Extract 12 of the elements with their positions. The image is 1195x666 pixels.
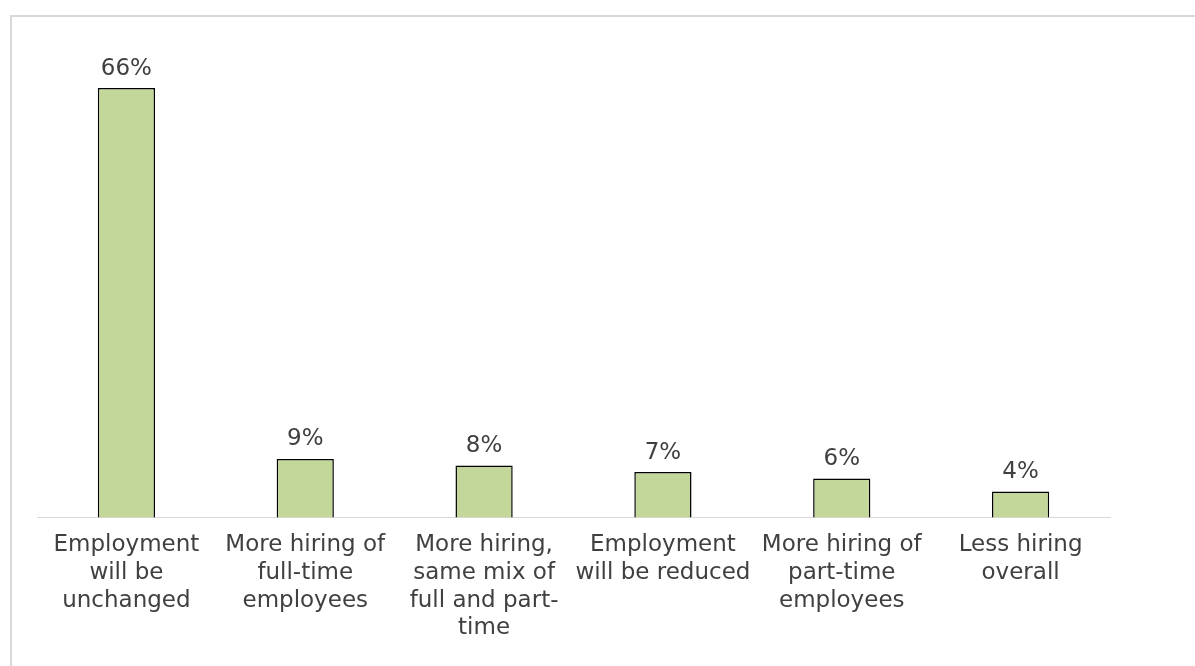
x-tick-label: Employment will be unchanged xyxy=(53,530,200,612)
x-tick-label: More hiring of full-time employees xyxy=(225,530,387,612)
x-tick-label: More hiring of part-time employees xyxy=(761,530,923,612)
x-tick-label: Less hiring overall xyxy=(958,530,1083,584)
x-tick-label: Employment will be reduced xyxy=(575,530,751,584)
data-label: 8% xyxy=(465,431,503,457)
data-label: 7% xyxy=(644,437,682,464)
data-label: 9% xyxy=(287,424,324,451)
data-label: 6% xyxy=(823,444,860,471)
data-label: 66% xyxy=(100,53,152,80)
x-tick-label: More hiring, same mix of full and part-time xyxy=(409,530,559,640)
data-label: 4% xyxy=(1002,457,1039,484)
